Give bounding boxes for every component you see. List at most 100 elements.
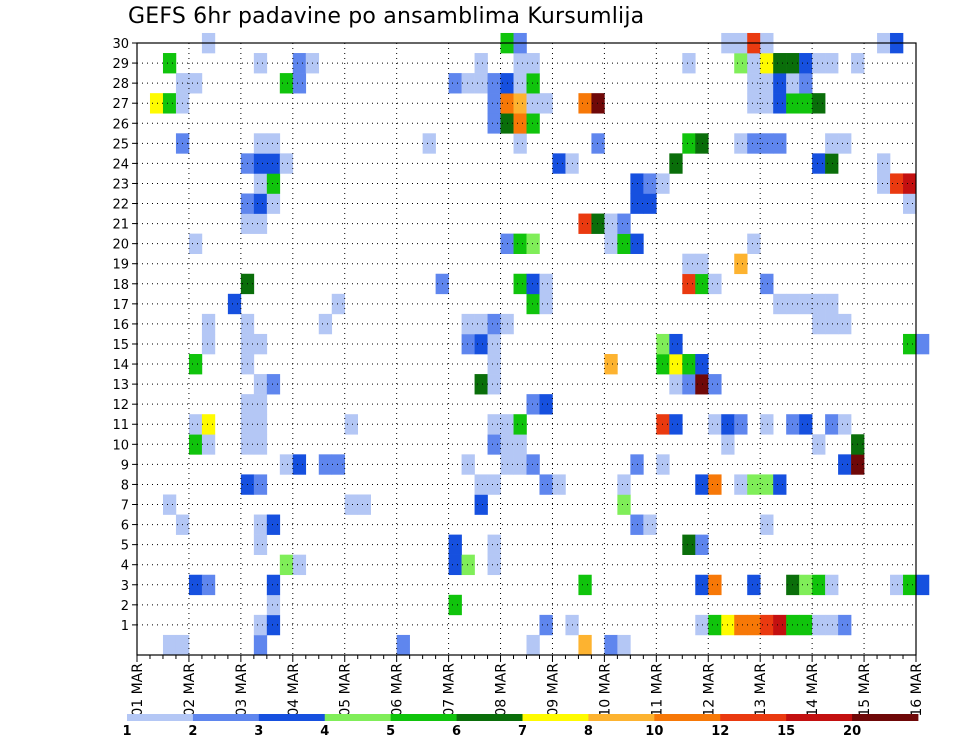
heatmap-cell xyxy=(877,153,891,174)
heatmap-cell xyxy=(695,354,709,375)
heatmap-cell xyxy=(825,53,839,74)
heatmap-cell xyxy=(747,614,761,636)
y-tick-label: 9 xyxy=(121,458,129,473)
heatmap-cell xyxy=(526,93,540,114)
legend-swatch xyxy=(720,714,787,721)
heatmap-cell xyxy=(266,193,281,214)
legend-swatch xyxy=(127,714,194,721)
heatmap-cell xyxy=(266,374,281,395)
heatmap-cell xyxy=(760,514,774,535)
heatmap-cell xyxy=(461,73,475,94)
heatmap-cell xyxy=(487,434,501,455)
heatmap-cell xyxy=(760,133,774,154)
heatmap-cell xyxy=(903,173,917,194)
legend-label: 15 xyxy=(777,724,795,739)
x-tick-label: 04 MAR xyxy=(286,663,302,717)
heatmap-cell xyxy=(825,313,839,335)
heatmap-cell xyxy=(344,414,359,435)
heatmap-cell xyxy=(812,313,826,335)
heatmap-cell xyxy=(669,374,683,395)
heatmap-cell xyxy=(253,193,268,214)
y-tick-label: 20 xyxy=(112,238,129,253)
legend-label: 4 xyxy=(320,724,329,739)
heatmap-cell xyxy=(799,73,813,94)
heatmap-cell xyxy=(292,73,307,94)
heatmap-cell xyxy=(253,333,268,355)
heatmap-cell xyxy=(461,454,475,475)
heatmap-cell xyxy=(513,414,527,435)
heatmap-cell xyxy=(253,173,268,194)
heatmap-cell xyxy=(643,173,657,194)
y-tick-label: 7 xyxy=(121,499,129,514)
heatmap-cell xyxy=(513,434,527,455)
heatmap-cell xyxy=(539,474,553,495)
heatmap-cell xyxy=(487,113,501,134)
heatmap-cell xyxy=(747,73,761,94)
heatmap-cell xyxy=(812,53,826,74)
heatmap-cell xyxy=(552,153,566,174)
heatmap-cell xyxy=(526,73,540,94)
heatmap-cell xyxy=(552,474,566,495)
y-tick-label: 27 xyxy=(112,97,129,112)
heatmap-cell xyxy=(825,153,839,174)
heatmap-cell xyxy=(188,73,203,94)
y-tick-label: 6 xyxy=(121,519,129,534)
heatmap-cell xyxy=(708,273,722,295)
y-tick-label: 3 xyxy=(121,579,129,594)
x-tick-label: 03 MAR xyxy=(234,663,250,717)
heatmap-cell xyxy=(734,253,748,275)
heatmap-cell xyxy=(266,574,281,596)
heatmap-cell xyxy=(747,574,761,596)
heatmap-cell xyxy=(799,414,813,435)
x-tick-label: 13 MAR xyxy=(753,663,769,717)
heatmap-cell xyxy=(747,93,761,114)
heatmap-cell xyxy=(799,93,813,114)
heatmap-cell xyxy=(591,213,605,234)
x-tick-label: 10 MAR xyxy=(597,663,613,717)
heatmap-cell xyxy=(253,153,268,174)
heatmap-cell xyxy=(526,273,540,295)
heatmap-cell xyxy=(760,414,774,435)
heatmap-cell xyxy=(760,53,774,74)
heatmap-cell xyxy=(708,414,722,435)
plot-frame xyxy=(136,42,917,656)
heatmap-cell xyxy=(292,53,307,74)
y-tick-label: 4 xyxy=(121,559,129,574)
heatmap-cell xyxy=(526,394,540,415)
heatmap-cell xyxy=(825,293,839,315)
heatmap-cell xyxy=(487,313,501,335)
y-tick-label: 5 xyxy=(121,539,129,554)
heatmap-cell xyxy=(708,374,722,395)
y-tick-label: 22 xyxy=(112,198,129,213)
y-tick-label: 18 xyxy=(112,278,129,293)
heatmap-cell xyxy=(682,273,696,295)
heatmap-cell xyxy=(474,374,488,395)
heatmap-cell xyxy=(890,574,904,596)
heatmap-cell xyxy=(760,474,774,495)
heatmap-cell xyxy=(604,213,618,234)
heatmap-cell xyxy=(474,474,488,495)
legend-swatch xyxy=(522,714,589,721)
heatmap-cell xyxy=(812,574,826,596)
legend-swatch xyxy=(192,714,260,721)
legend-label: 7 xyxy=(518,724,527,739)
y-tick-label: 8 xyxy=(121,478,129,493)
heatmap-cell xyxy=(422,133,436,154)
heatmap-cell xyxy=(773,474,787,495)
heatmap-cell xyxy=(773,614,787,636)
heatmap-cell xyxy=(838,414,852,435)
heatmap-cell xyxy=(695,133,709,154)
heatmap-cell xyxy=(643,514,657,535)
x-tick-label: 08 MAR xyxy=(494,663,510,717)
heatmap-cell xyxy=(903,333,917,355)
heatmap-cell xyxy=(461,554,475,576)
legend-swatch xyxy=(258,714,326,721)
heatmap-cell xyxy=(487,474,501,495)
heatmap-cell xyxy=(825,414,839,435)
heatmap-cell xyxy=(812,293,826,315)
heatmap-cell xyxy=(734,474,748,495)
heatmap-cell xyxy=(253,534,268,555)
y-tick-label: 10 xyxy=(112,438,129,453)
y-tick-label: 11 xyxy=(112,418,129,433)
